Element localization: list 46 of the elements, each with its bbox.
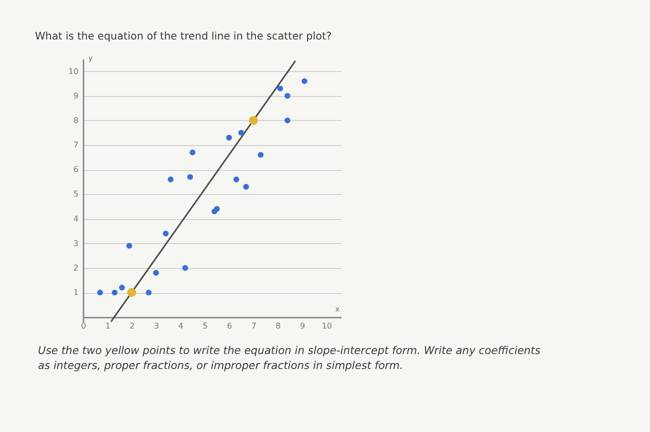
point <box>126 242 132 249</box>
point <box>112 290 118 296</box>
text: Use the two yellow points to write the equation in slope-intercept form. Write any coefficients as integers, proper fractions, or improper fractions in simplest form. <box>38 344 541 372</box>
y-tick-label: 6 <box>73 165 78 174</box>
y-tick-label: 4 <box>73 214 78 224</box>
chart-title: What is the equation of the trend line in the scatter plot? <box>35 30 332 43</box>
point <box>146 290 152 296</box>
x-tick-label: 9 <box>300 322 306 331</box>
x-tick-label: 5 <box>202 322 208 331</box>
x-tick-label: 10 <box>322 322 332 331</box>
point <box>127 288 136 297</box>
y-tick-label: 10 <box>68 66 78 76</box>
x-tick-label: 0 <box>80 322 86 331</box>
y-tick-label: 7 <box>73 140 78 150</box>
x-tick-label: 1 <box>105 322 110 331</box>
point <box>190 149 196 156</box>
y-tick-label: 9 <box>73 91 78 100</box>
y-tick-label: 1 <box>73 288 78 298</box>
point <box>168 176 174 182</box>
point <box>153 270 159 276</box>
x-tick-label: 2 <box>130 322 135 331</box>
x-tick-label: 4 <box>178 322 184 331</box>
x-tick-label: 7 <box>251 322 256 331</box>
point <box>277 86 284 92</box>
y-tick-label: 2 <box>73 263 78 272</box>
y-tick-label: 5 <box>73 190 78 199</box>
point <box>258 152 264 158</box>
point <box>214 206 220 212</box>
point <box>243 184 249 190</box>
point <box>284 92 290 99</box>
point <box>119 284 125 290</box>
x-tick-label: 3 <box>154 322 160 331</box>
point <box>248 116 258 125</box>
point <box>187 174 194 180</box>
point <box>238 130 244 136</box>
x-tick-label: 8 <box>276 322 281 331</box>
point <box>302 78 308 84</box>
point <box>97 290 103 296</box>
point <box>226 134 232 141</box>
point <box>233 176 240 182</box>
y-tick-label: 8 <box>73 116 78 125</box>
point <box>284 118 290 124</box>
x-tick-label: 6 <box>226 322 232 331</box>
y-tick-label: 3 <box>73 238 78 248</box>
point <box>162 230 169 236</box>
point <box>182 265 188 271</box>
